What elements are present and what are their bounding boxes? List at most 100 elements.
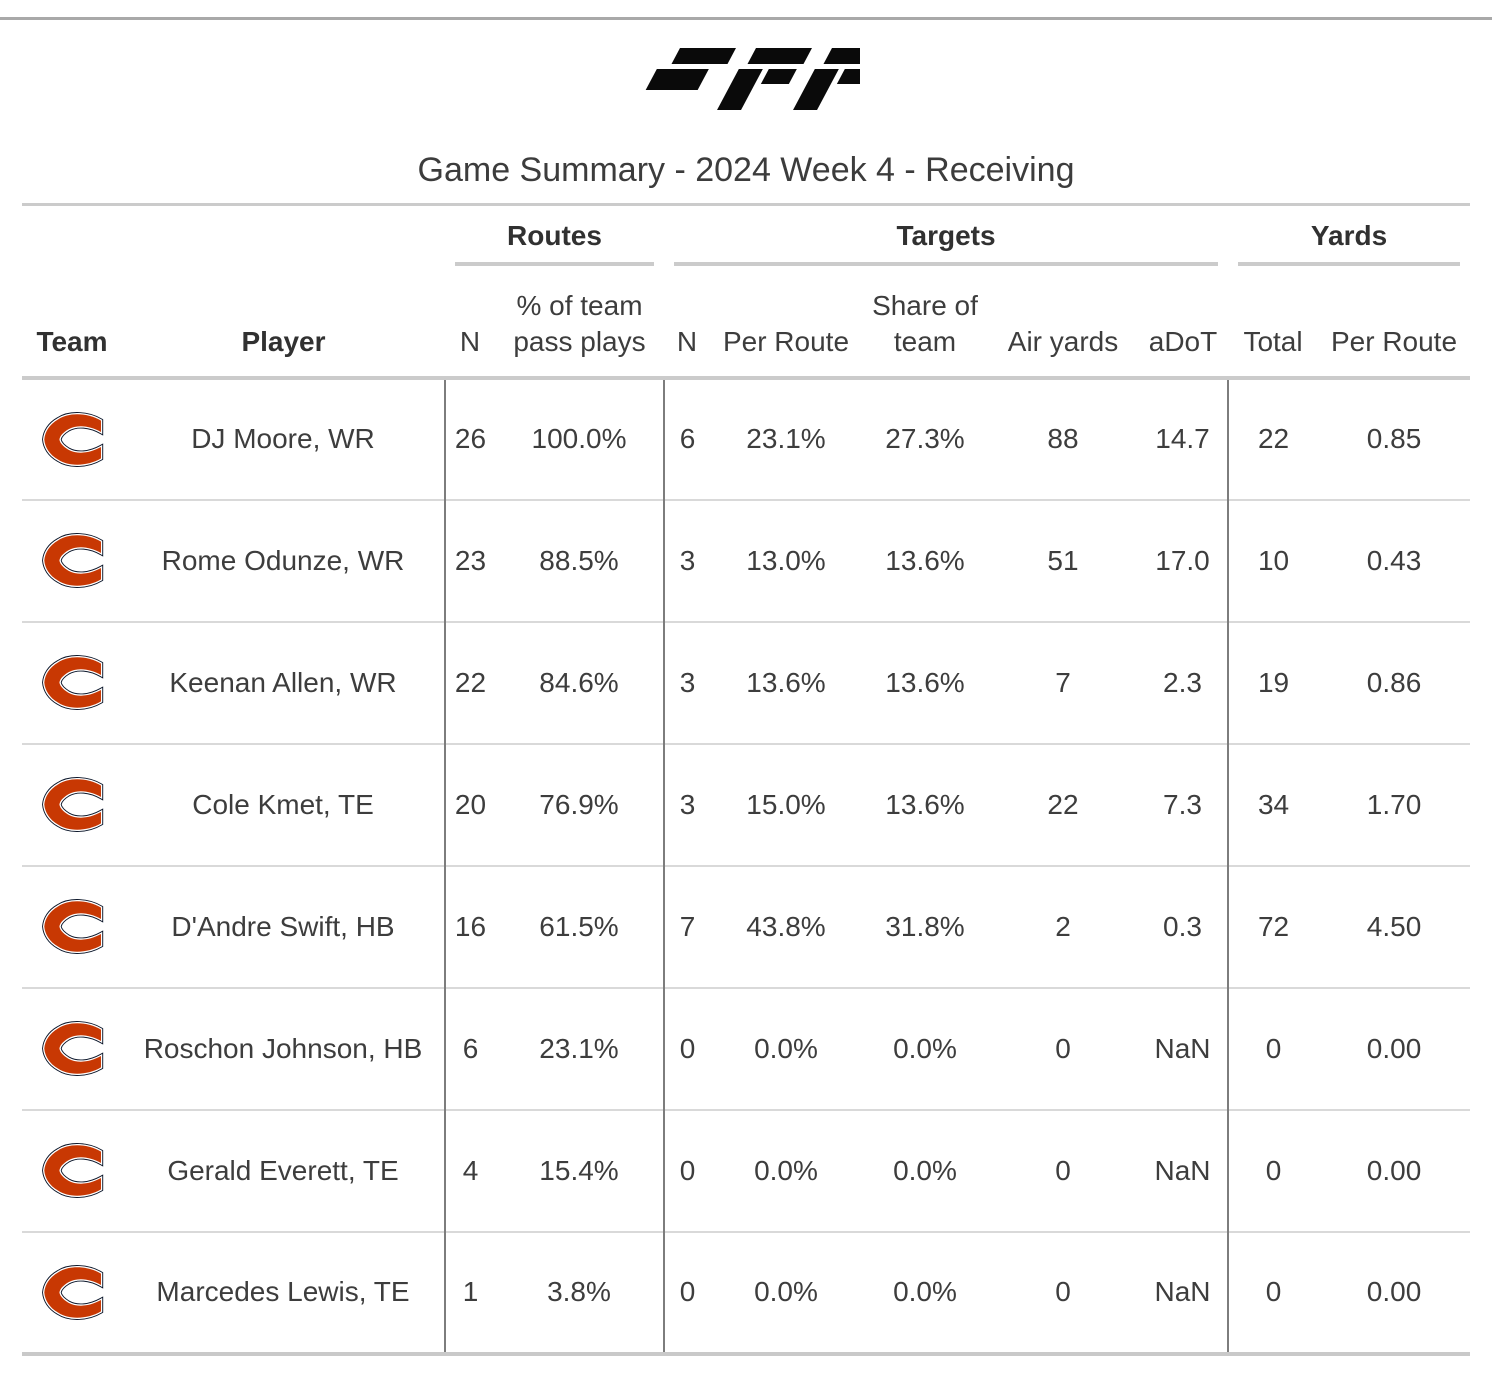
table-row: Roschon Johnson, HB 6 23.1% 0 0.0% 0.0% … [22,986,1471,1110]
bears-team-logo-icon [42,1021,104,1077]
table-row: Marcedes Lewis, TE 1 3.8% 0 0.0% 0.0% 0 … [22,1230,1471,1354]
yards-total-value: 22 [1227,377,1319,500]
air-yards-value: 0 [988,986,1138,1110]
yards-per-route-value: 4.50 [1318,864,1471,988]
group-header-row: Routes Targets Yards [22,205,1470,267]
air-yards-value: 0 [988,1230,1138,1354]
air-yards-value: 2 [988,864,1138,988]
targets-n-value: 3 [663,620,710,744]
routes-pct-value: 61.5% [495,864,664,988]
adot-value: 7.3 [1138,742,1229,866]
yards-per-route-value: 1.70 [1318,742,1471,866]
bears-team-logo-icon [42,411,104,467]
targets-per-route-value: 0.0% [710,1108,862,1232]
routes-pct-value: 76.9% [495,742,664,866]
table-row: D'Andre Swift, HB 16 61.5% 7 43.8% 31.8%… [22,864,1471,988]
receiving-stats-table: Routes Targets Yards Team Player N % of … [22,203,1471,1356]
air-yards-value: 7 [988,620,1138,744]
col-header-targets-per-route: Per Route [710,266,862,380]
table-body: DJ Moore, WR 26 100.0% 6 23.1% 27.3% 88 … [22,377,1471,1354]
targets-share-value: 13.6% [862,742,988,866]
yards-total-value: 10 [1227,498,1319,622]
col-header-routes-pct: % of team pass plays [495,266,664,380]
top-divider [0,17,1492,20]
routes-n-value: 4 [444,1108,495,1232]
team-logo-cell [22,864,122,988]
col-header-air-yards: Air yards [988,266,1138,380]
table-row: DJ Moore, WR 26 100.0% 6 23.1% 27.3% 88 … [22,377,1470,500]
routes-pct-value: 3.8% [495,1230,664,1354]
col-header-team: Team [22,266,122,380]
routes-n-value: 16 [444,864,495,988]
adot-value: 14.7 [1155,423,1210,455]
adot-value: 0.3 [1138,864,1229,988]
targets-n-value: 0 [663,1230,710,1354]
player-name: Roschon Johnson, HB [122,986,445,1110]
player-name: Rome Odunze, WR [122,498,445,622]
routes-n-value: 1 [444,1230,495,1354]
routes-n-value: 6 [444,986,495,1110]
targets-n-value: 7 [663,864,710,988]
group-spacer [22,205,445,267]
targets-per-route-value: 43.8% [710,864,862,988]
routes-n-value: 22 [444,620,495,744]
yards-total-value: 0 [1227,1108,1319,1232]
yards-total-value: 72 [1227,864,1319,988]
targets-per-route-value: 0.0% [710,986,862,1110]
air-yards-value: 0 [988,1108,1138,1232]
yards-per-route-value: 0.00 [1318,1230,1471,1354]
yards-per-route-value: 0.00 [1318,986,1471,1110]
adot-value: NaN [1138,986,1229,1110]
routes-pct-value: 88.5% [495,498,664,622]
routes-pct-value: 84.6% [495,620,664,744]
targets-n-value: 0 [663,986,710,1110]
routes-pct-value: 23.1% [495,986,664,1110]
targets-share-value: 0.0% [862,986,988,1110]
col-header-yards-per-route: Per Route [1318,266,1471,380]
yards-per-route-value: 0.43 [1318,498,1471,622]
col-header-yards-total: Total [1228,266,1319,380]
group-header-yards: Yards [1228,205,1470,266]
yards-per-route-value: 0.86 [1318,620,1471,744]
yards-per-route-value: 0.85 [1366,423,1422,455]
targets-share-value: 31.8% [862,864,988,988]
team-logo-cell [22,1230,122,1354]
targets-n-value: 0 [663,1108,710,1232]
player-name: Marcedes Lewis, TE [122,1230,445,1354]
air-yards-value: 51 [988,498,1138,622]
targets-per-route-value: 23.1% [746,423,826,455]
pff-logo-icon [645,48,860,110]
yards-total-value: 19 [1227,620,1319,744]
targets-per-route-value: 0.0% [710,1230,862,1354]
team-logo-cell [22,378,122,500]
targets-share-value: 0.0% [862,1108,988,1232]
targets-n-value: 3 [663,498,710,622]
targets-per-route-value: 13.0% [710,498,862,622]
adot-value: 2.3 [1138,620,1229,744]
col-header-routes-n: N [445,266,495,380]
air-yards-value: 22 [988,742,1138,866]
routes-pct-value: 15.4% [495,1108,664,1232]
adot-value: NaN [1138,1230,1229,1354]
team-logo-cell [22,986,122,1110]
routes-pct-value: 100.0% [531,423,627,455]
page-title: Game Summary - 2024 Week 4 - Receiving [417,151,1075,189]
table-row: Cole Kmet, TE 20 76.9% 3 15.0% 13.6% 22 … [22,742,1471,866]
yards-total-value: 34 [1227,742,1319,866]
team-logo-cell [22,620,122,744]
targets-n-value: 6 [663,377,710,500]
yards-total-value: 0 [1227,986,1319,1110]
bears-team-logo-icon [42,533,104,589]
table-row: Gerald Everett, TE 4 15.4% 0 0.0% 0.0% 0… [22,1108,1471,1232]
player-name: DJ Moore, WR [191,423,375,455]
targets-share-value: 0.0% [862,1230,988,1354]
col-header-targets-share: Share of team [862,266,988,380]
team-logo-cell [22,1108,122,1232]
team-logo-cell [22,742,122,866]
bears-team-logo-icon [42,1264,104,1320]
targets-share-value: 13.6% [862,620,988,744]
targets-per-route-value: 13.6% [710,620,862,744]
player-name: D'Andre Swift, HB [122,864,445,988]
routes-n-value: 20 [444,742,495,866]
adot-value: 17.0 [1138,498,1229,622]
